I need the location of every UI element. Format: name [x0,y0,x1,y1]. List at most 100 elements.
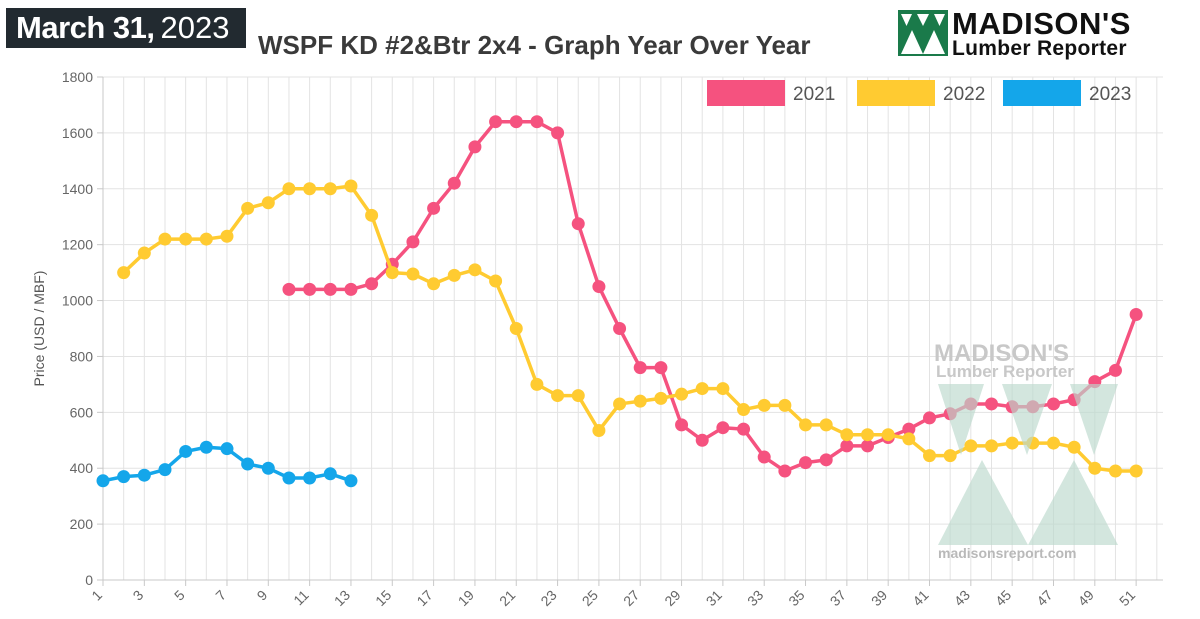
y-tick-label: 200 [70,516,94,532]
legend-swatch-2022 [857,80,935,106]
date-badge: March 31, 2023 [6,8,246,48]
logo-subtitle: Lumber Reporter [952,37,1127,60]
data-point-2021 [819,453,833,467]
x-tick-label: 13 [331,587,353,609]
data-point-2021 [303,282,317,296]
data-point-2022 [406,267,420,281]
data-point-2021 [633,361,647,375]
data-point-2022 [447,268,461,282]
legend-swatch-2021 [707,80,785,106]
data-point-2022 [158,232,172,246]
data-point-2022 [819,418,833,432]
data-point-2023 [241,457,255,471]
legend-label-2022: 2022 [943,84,985,105]
legend-label-2023: 2023 [1089,84,1131,105]
watermark-wordmark: MADISON'S [934,340,1070,367]
data-point-2022 [509,322,523,335]
x-tick-label: 19 [455,587,477,609]
data-point-2021 [799,456,813,470]
data-point-2022 [261,196,275,210]
data-point-2021 [861,439,875,453]
date-year: 2023 [160,10,230,45]
x-tick-label: 25 [579,587,601,609]
data-point-2021 [344,282,358,296]
y-tick-label: 400 [70,460,94,476]
data-point-2021 [613,322,627,335]
data-point-2023 [199,440,213,454]
data-point-2021 [737,422,751,436]
y-tick-label: 0 [85,572,93,588]
logo-mark-icon [898,10,948,56]
data-point-2022 [344,179,358,193]
data-point-2022 [282,182,296,196]
data-point-2022 [923,449,937,463]
data-point-2021 [509,115,523,129]
x-tick-label: 41 [909,587,931,609]
x-tick-label: 27 [620,587,642,609]
data-point-2023 [303,471,317,485]
data-point-2022 [530,377,544,391]
data-point-2022 [241,201,255,215]
x-tick-label: 9 [254,587,271,604]
data-point-2022 [633,394,647,408]
watermark: MADISON'S Lumber Reporter madisonsreport… [934,340,1124,570]
data-point-2022 [757,398,771,412]
x-tick-label: 51 [1116,587,1138,609]
data-point-2023 [344,474,358,488]
data-point-2022 [902,432,916,446]
watermark-mark-icon [938,384,1118,545]
data-point-2023 [158,463,172,477]
data-point-2022 [303,182,317,196]
data-point-2023 [137,468,151,482]
data-point-2022 [881,428,895,442]
data-point-2022 [840,428,854,442]
madisons-logo: MADISON'S Lumber Reporter [898,6,1196,60]
y-tick-label: 1000 [62,293,93,309]
data-point-2021 [406,235,420,249]
data-point-2022 [427,277,441,291]
x-tick-label: 1 [88,587,105,604]
y-tick-label: 600 [70,404,94,420]
data-point-2022 [861,428,875,442]
data-point-2021 [489,115,503,129]
x-tick-label: 31 [703,587,725,609]
data-point-2021 [1108,363,1122,377]
data-point-2022 [737,403,751,417]
x-tick-label: 21 [496,587,518,609]
x-tick-label: 45 [992,587,1014,609]
x-tick-label: 7 [212,587,229,604]
data-point-2023 [117,470,131,484]
x-tick-label: 17 [413,587,435,609]
data-point-2021 [447,176,461,190]
data-point-2022 [716,382,730,396]
data-point-2022 [613,397,627,411]
watermark-subtitle: Lumber Reporter [936,362,1074,381]
x-tick-label: 11 [290,587,312,609]
x-tick-label: 49 [1075,587,1097,609]
date-month-day: March 31, [16,10,155,45]
data-point-2021 [427,201,441,215]
data-point-2022 [551,389,565,403]
data-point-2022 [654,391,668,405]
data-point-2022 [199,232,213,246]
data-point-2021 [757,450,771,464]
data-point-2022 [1005,436,1019,450]
data-point-2022 [1129,464,1143,478]
chart-title: WSPF KD #2&Btr 2x4 - Graph Year Over Yea… [258,30,811,60]
y-tick-label: 1400 [62,181,93,197]
y-tick-label: 1200 [62,237,93,253]
data-point-2021 [1129,308,1143,322]
data-point-2022 [179,232,193,246]
data-point-2022 [1088,461,1102,475]
data-point-2021 [695,433,709,447]
data-point-2022 [592,423,606,437]
data-point-2022 [323,182,337,196]
data-point-2022 [365,208,379,222]
logo-wordmark: MADISON'S [952,6,1131,41]
data-point-2021 [675,418,689,432]
legend-swatch-2023 [1003,80,1081,106]
data-point-2021 [282,282,296,296]
data-point-2022 [1108,464,1122,478]
data-point-2021 [468,140,482,154]
data-point-2021 [365,277,379,291]
